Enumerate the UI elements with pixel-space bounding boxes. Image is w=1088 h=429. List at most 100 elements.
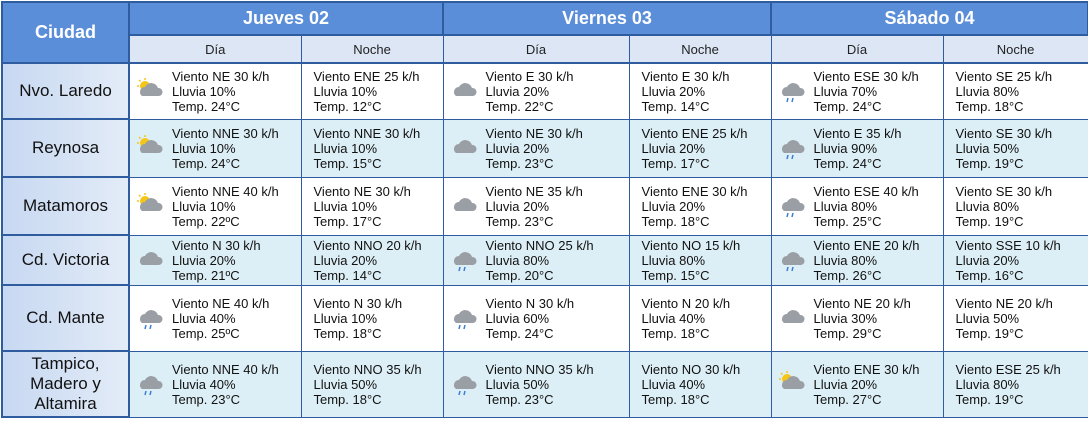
viento: Viento ESE 30 k/h [813, 68, 919, 84]
cell-text: Viento NNO 35 k/h Lluvia 50% Temp. 18°C [308, 362, 422, 407]
cell-text: Viento E 35 k/h Lluvia 90% Temp. 24°C [808, 126, 902, 171]
weather-icon [453, 376, 477, 396]
temp: Temp. 18°C [313, 325, 382, 341]
forecast-cell: Viento NNE 30 k/h Lluvia 10% Temp. 24°C [128, 118, 302, 178]
viento: Viento NNO 35 k/h [313, 361, 422, 377]
lluvia: Lluvia 90% [813, 140, 878, 156]
cell-content: Viento NNE 40 k/h Lluvia 10% Temp. 22ºC [130, 184, 301, 229]
city-name: Cd. Victoria [1, 234, 130, 286]
weather-icon [137, 193, 163, 211]
forecast-cell: Viento NO 30 k/h Lluvia 40% Temp. 18°C [628, 350, 772, 418]
cell-content: Viento NE 20 k/h Lluvia 50% Temp. 19°C [944, 296, 1088, 341]
lluvia: Lluvia 70% [813, 83, 878, 99]
header: Ciudad Jueves 02 Viernes 03 Sábado 04 Día Noc… [1, 1, 1088, 64]
temp: Temp. 15°C [313, 155, 382, 171]
viento: Viento ESE 40 k/h [813, 183, 919, 199]
weather-icon [140, 376, 163, 396]
viento: Viento N 30 k/h [172, 237, 261, 253]
cell-content: Viento NNO 35 k/h Lluvia 50% Temp. 18°C [302, 362, 443, 407]
cell-content: Viento ENE 20 k/h Lluvia 80% Temp. 26°C [772, 238, 943, 283]
cell-content: Viento NO 15 k/h Lluvia 80% Temp. 15°C [630, 238, 771, 283]
temp: Temp. 29°C [813, 325, 882, 341]
forecast-cell: Viento NNO 35 k/h Lluvia 50% Temp. 18°C [300, 350, 444, 418]
cell-text: Viento NNO 25 k/h Lluvia 80% Temp. 20°C [480, 238, 594, 283]
weather-icon [140, 310, 163, 330]
lluvia: Lluvia 50% [955, 140, 1020, 156]
cell-text: Viento NNE 40 k/h Lluvia 10% Temp. 22ºC [166, 184, 279, 229]
cell-content: Viento SSE 10 k/h Lluvia 20% Temp. 16°C [944, 238, 1088, 283]
lluvia: Lluvia 10% [313, 83, 378, 99]
cell-content: Viento N 20 k/h Lluvia 40% Temp. 18°C [630, 296, 771, 341]
forecast-cell: Viento SSE 10 k/h Lluvia 20% Temp. 16°C [942, 234, 1088, 286]
city-row: Matamoros Viento NNE 40 k/h Lluvia 10% Temp… [1, 176, 1088, 236]
temp: Temp. 27°C [813, 391, 882, 407]
forecast-cell: Viento N 30 k/h Lluvia 60% Temp. 24°C [442, 284, 630, 352]
temp: Temp. 12°C [313, 98, 382, 114]
forecast-cell: Viento N 30 k/h Lluvia 20% Temp. 21ºC [128, 234, 302, 286]
cell-content: Viento NNO 25 k/h Lluvia 80% Temp. 20°C [444, 238, 629, 283]
part-header: Día [128, 34, 302, 64]
cell-text: Viento SE 25 k/h Lluvia 80% Temp. 18°C [950, 69, 1053, 114]
weather-icon [140, 252, 163, 265]
weather-icon [781, 198, 805, 218]
cell-content: Viento NO 30 k/h Lluvia 40% Temp. 18°C [630, 362, 771, 407]
cell-text: Viento E 30 k/h Lluvia 20% Temp. 22°C [480, 69, 574, 114]
forecast-cell: Viento NE 30 k/h Lluvia 10% Temp. 17°C [300, 176, 444, 236]
temp: Temp. 26°C [813, 267, 882, 283]
cell-content: Viento ENE 25 k/h Lluvia 20% Temp. 17°C [630, 126, 771, 171]
viento: Viento SE 30 k/h [955, 125, 1053, 141]
forecast-cell: Viento NE 30 k/h Lluvia 10% Temp. 24°C [128, 62, 302, 120]
forecast-cell: Viento NNE 30 k/h Lluvia 10% Temp. 15°C [300, 118, 444, 178]
temp: Temp. 25°C [813, 213, 882, 229]
weather-icon [453, 140, 477, 153]
weather-icon [137, 135, 163, 153]
lluvia: Lluvia 10% [313, 140, 378, 156]
temp: Temp. 24°C [172, 98, 241, 114]
cell-content: Viento SE 30 k/h Lluvia 80% Temp. 19°C [944, 184, 1088, 229]
temp: Temp. 23°C [485, 391, 554, 407]
forecast-cell: Viento E 30 k/h Lluvia 20% Temp. 22°C [442, 62, 630, 120]
cell-content: Viento SE 30 k/h Lluvia 50% Temp. 19°C [944, 126, 1088, 171]
subheader-row: Día Noche Día Noche Día Noche [2, 34, 1088, 64]
cell-content: Viento N 30 k/h Lluvia 10% Temp. 18°C [302, 296, 443, 341]
weather-icon [453, 83, 477, 97]
viento: Viento SSE 10 k/h [955, 237, 1061, 253]
viento: Viento NO 30 k/h [641, 361, 741, 377]
forecast-cell: Viento ESE 25 k/h Lluvia 80% Temp. 19°C [942, 350, 1088, 418]
weather-icon [453, 310, 477, 330]
lluvia: Lluvia 50% [313, 376, 378, 392]
part-header: Noche [942, 34, 1088, 64]
viento: Viento NE 30 k/h [313, 183, 411, 199]
forecast-cell: Viento ESE 40 k/h Lluvia 80% Temp. 25°C [770, 176, 944, 236]
forecast-cell: Viento NNO 20 k/h Lluvia 20% Temp. 14°C [300, 234, 444, 286]
lluvia: Lluvia 20% [641, 140, 706, 156]
viento: Viento SE 30 k/h [955, 183, 1053, 199]
viento: Viento ENE 30 k/h [813, 361, 920, 377]
lluvia: Lluvia 10% [172, 198, 236, 214]
viento: Viento SE 25 k/h [955, 68, 1053, 84]
forecast-cell: Viento N 20 k/h Lluvia 40% Temp. 18°C [628, 284, 772, 352]
lluvia: Lluvia 80% [955, 376, 1020, 392]
cell-text: Viento NO 30 k/h Lluvia 40% Temp. 18°C [636, 362, 741, 407]
cell-content: Viento ENE 30 k/h Lluvia 20% Temp. 27°C [772, 362, 943, 407]
viento: Viento ENE 25 k/h [641, 125, 748, 141]
viento: Viento NNE 30 k/h [313, 125, 421, 141]
day-header: Jueves 02 [127, 1, 445, 36]
cell-text: Viento N 30 k/h Lluvia 10% Temp. 18°C [308, 296, 403, 341]
lluvia: Lluvia 20% [172, 252, 236, 268]
viento: Viento N 30 k/h [313, 295, 403, 311]
lluvia: Lluvia 20% [955, 252, 1020, 268]
viento: Viento NNE 30 k/h [172, 125, 279, 141]
cell-text: Viento NNE 30 k/h Lluvia 10% Temp. 24°C [166, 126, 279, 171]
city-name: Nvo. Laredo [1, 62, 130, 120]
cell-text: Viento NE 20 k/h Lluvia 50% Temp. 19°C [950, 296, 1053, 341]
temp: Temp. 19°C [955, 325, 1024, 341]
lluvia: Lluvia 80% [641, 252, 706, 268]
lluvia: Lluvia 10% [313, 198, 378, 214]
forecast-cell: Viento SE 25 k/h Lluvia 80% Temp. 18°C [942, 62, 1088, 120]
cell-text: Viento ESE 25 k/h Lluvia 80% Temp. 19°C [950, 362, 1061, 407]
weather-icon [137, 78, 163, 97]
temp: Temp. 22°C [485, 98, 554, 114]
lluvia: Lluvia 20% [485, 83, 550, 99]
